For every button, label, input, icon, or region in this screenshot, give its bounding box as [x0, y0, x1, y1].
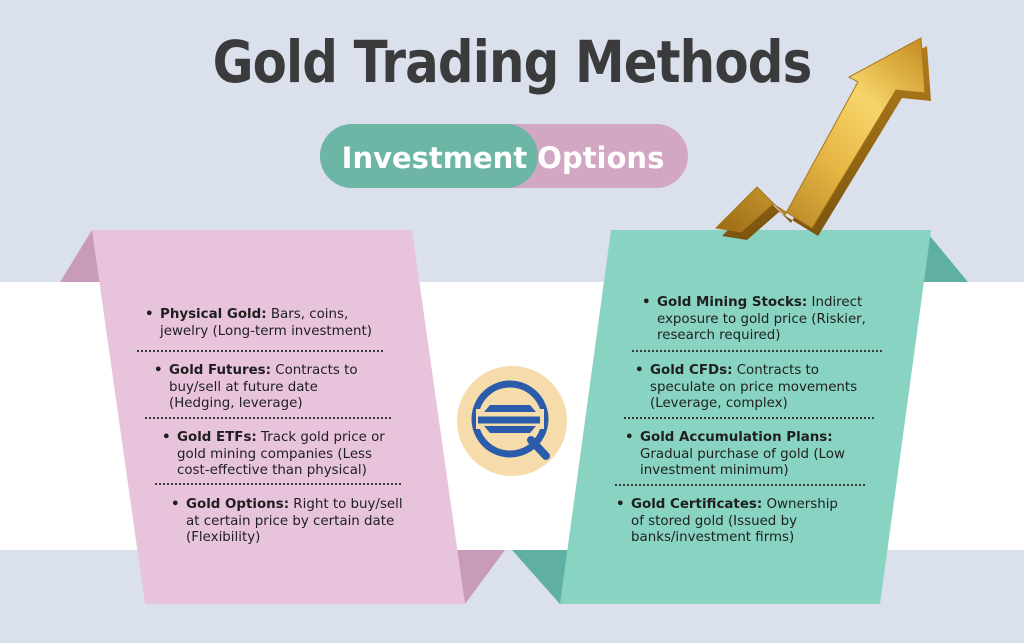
item-term: Gold Futures: — [169, 363, 271, 378]
bullet-icon: • — [625, 430, 634, 445]
dotted-divider — [624, 417, 874, 419]
item-term: Gold Certificates: — [631, 497, 763, 512]
list-item: • Gold Options: Right to buy/sell at cert… — [171, 497, 404, 547]
item-term: Gold Accumulation Plans: — [640, 430, 833, 445]
item-desc: Bars, coins, jewelry (Long-term investme… — [160, 307, 372, 339]
dotted-divider — [632, 350, 882, 352]
pill-left — [320, 124, 538, 188]
sq-logo-icon — [457, 366, 567, 476]
list-item: • Gold Mining Stocks: Indirect exposure t… — [642, 295, 877, 345]
item-desc: Contracts to speculate on price movement… — [650, 363, 858, 411]
list-item: • Gold Accumulation Plans: Gradual purcha… — [625, 430, 870, 480]
bullet-icon: • — [162, 430, 171, 445]
bullet-icon: • — [642, 295, 651, 310]
item-term: Gold Mining Stocks: — [657, 295, 808, 310]
item-desc: Gradual purchase of gold (Low investment… — [640, 446, 845, 479]
dotted-divider — [145, 417, 391, 419]
list-item: • Gold ETFs: Track gold price or gold min… — [162, 430, 389, 480]
gold-arrow-icon — [714, 37, 931, 240]
item-desc: Track gold price or gold mining companie… — [177, 430, 385, 478]
bullet-icon: • — [145, 307, 154, 322]
item-desc: Contracts to buy/sell at future date (He… — [169, 363, 358, 411]
dotted-divider — [615, 484, 865, 486]
bullet-icon: • — [635, 363, 644, 378]
item-term: Gold ETFs: — [177, 430, 257, 445]
bullet-icon: • — [616, 497, 625, 512]
page-title: Gold Trading Methods — [212, 28, 813, 96]
item-desc: Indirect exposure to gold price (Riskier… — [657, 295, 866, 343]
dotted-divider — [137, 350, 383, 352]
investment-options-pill: Investment Options — [341, 141, 665, 175]
list-item: • Gold Certificates: Ownership of stored … — [616, 497, 853, 547]
item-term: Gold Options: — [186, 497, 290, 512]
list-item: • Physical Gold: Bars, coins, jewelry (Lo… — [145, 307, 372, 340]
item-desc: Right to buy/sell at certain price by ce… — [186, 497, 403, 545]
item-term: Gold CFDs: — [650, 363, 733, 378]
dotted-divider — [155, 483, 401, 485]
list-item: • Gold Futures: Contracts to buy/sell at … — [154, 363, 369, 413]
bullet-icon: • — [171, 497, 180, 512]
list-item: • Gold CFDs: Contracts to speculate on pr… — [635, 363, 878, 413]
bullet-icon: • — [154, 363, 163, 378]
item-term: Physical Gold: — [160, 307, 267, 322]
item-desc: Ownership of stored gold (Issued by bank… — [631, 497, 838, 545]
